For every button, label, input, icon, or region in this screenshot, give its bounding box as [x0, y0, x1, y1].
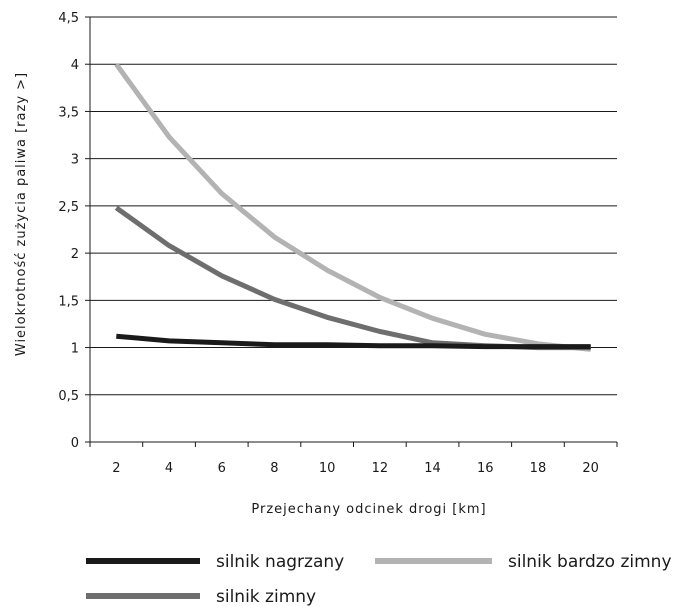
y-axis-title: Wielokrotność zużycia paliwa [razy >]: [14, 72, 29, 356]
x-tick-label: 14: [424, 461, 441, 476]
series-lines: [114, 62, 591, 352]
legend-label: silnik zimny: [216, 587, 316, 607]
y-tick-label: 4: [71, 58, 79, 73]
x-tick-label: 20: [582, 461, 599, 476]
y-tick-label: 1,5: [58, 294, 79, 309]
x-axis-title: Przejechany odcinek drogi [km]: [251, 502, 486, 517]
x-tick-label: 18: [530, 461, 547, 476]
grid-lines: [90, 16, 617, 396]
legend-item-silnik-bardzo-zimny: silnik bardzo zimny: [375, 552, 672, 572]
x-tick-label: 12: [372, 461, 389, 476]
y-tick-label: 2: [71, 247, 79, 262]
legend-item-silnik-nagrzany: silnik nagrzany: [86, 552, 344, 572]
legend-label: silnik nagrzany: [216, 552, 344, 572]
y-tick-label: 3: [71, 153, 79, 168]
tick-labels: 0 0,5 1 1,5 2 2,5 3 3,5 4 4,5 2 4 6 8 10 12 14 16 18 20: [58, 11, 599, 476]
x-tick-label: 4: [165, 461, 173, 476]
y-tick-label: 0,5: [58, 389, 79, 404]
x-tick-label: 16: [477, 461, 494, 476]
series-line-silnik-nagrzany: [116, 333, 591, 350]
x-tick-label: 10: [319, 461, 336, 476]
legend: silnik nagrzany silnik bardzo zimny siln…: [86, 552, 672, 607]
x-tick-label: 8: [270, 461, 278, 476]
series-line-silnik-bardzo-zimny: [114, 62, 591, 352]
x-tick-label: 2: [112, 461, 120, 476]
y-tick-label: 2,5: [58, 200, 79, 215]
y-tick-label: 0: [71, 436, 79, 451]
y-tick-label: 3,5: [58, 105, 79, 120]
x-tick-label: 6: [218, 461, 226, 476]
y-tick-label: 4,5: [58, 11, 79, 26]
legend-item-silnik-zimny: silnik zimny: [86, 587, 316, 607]
series-line-silnik-zimny: [114, 205, 591, 351]
y-tick-label: 1: [71, 342, 79, 357]
legend-label: silnik bardzo zimny: [508, 552, 672, 572]
axes: [85, 16, 618, 447]
